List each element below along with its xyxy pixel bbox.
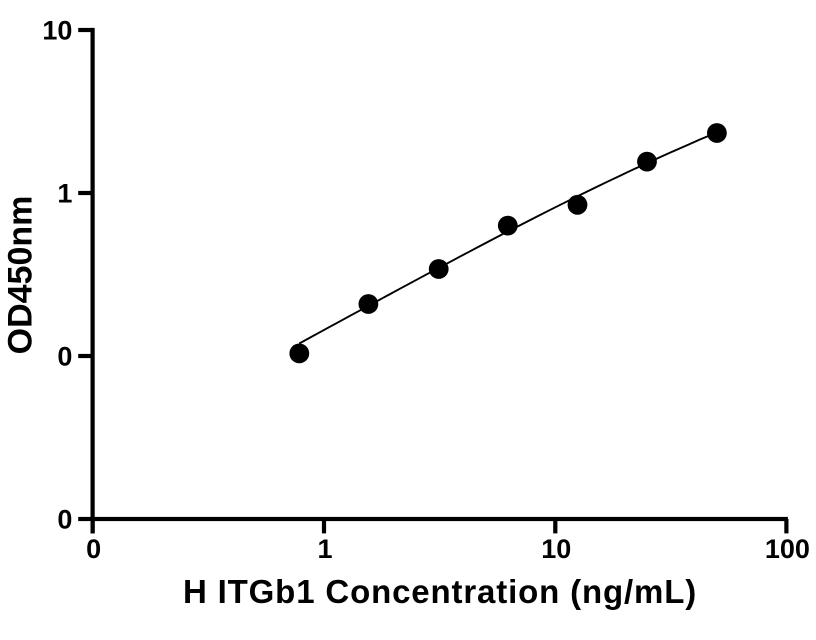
svg-text:0: 0 [57,342,72,372]
svg-text:H ITGb1 Concentration (ng/mL): H ITGb1 Concentration (ng/mL) [183,573,697,610]
svg-text:100: 100 [765,534,810,564]
svg-text:1: 1 [57,179,72,209]
svg-text:0: 0 [86,534,101,564]
svg-text:10: 10 [42,16,72,46]
svg-text:10: 10 [541,534,571,564]
svg-text:OD450nm: OD450nm [2,196,40,355]
svg-text:0: 0 [57,505,72,535]
svg-text:1: 1 [317,534,332,564]
